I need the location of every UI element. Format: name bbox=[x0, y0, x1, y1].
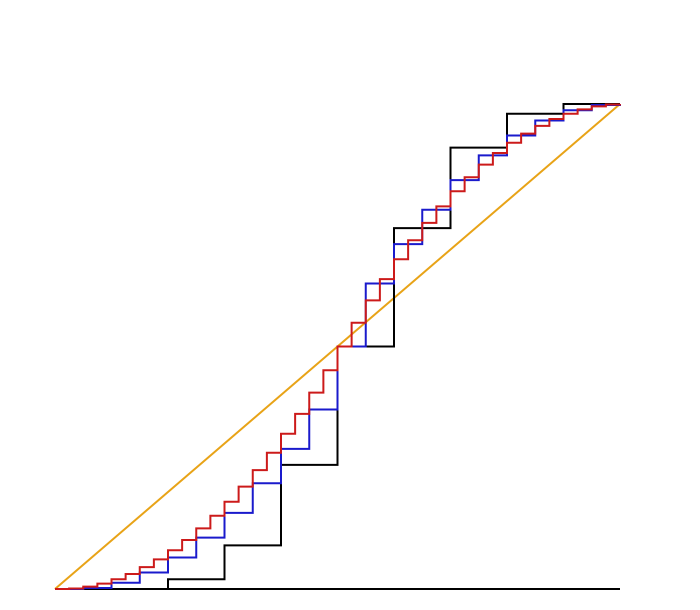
step-series-40 bbox=[55, 103, 621, 590]
series-layer bbox=[54, 103, 621, 590]
